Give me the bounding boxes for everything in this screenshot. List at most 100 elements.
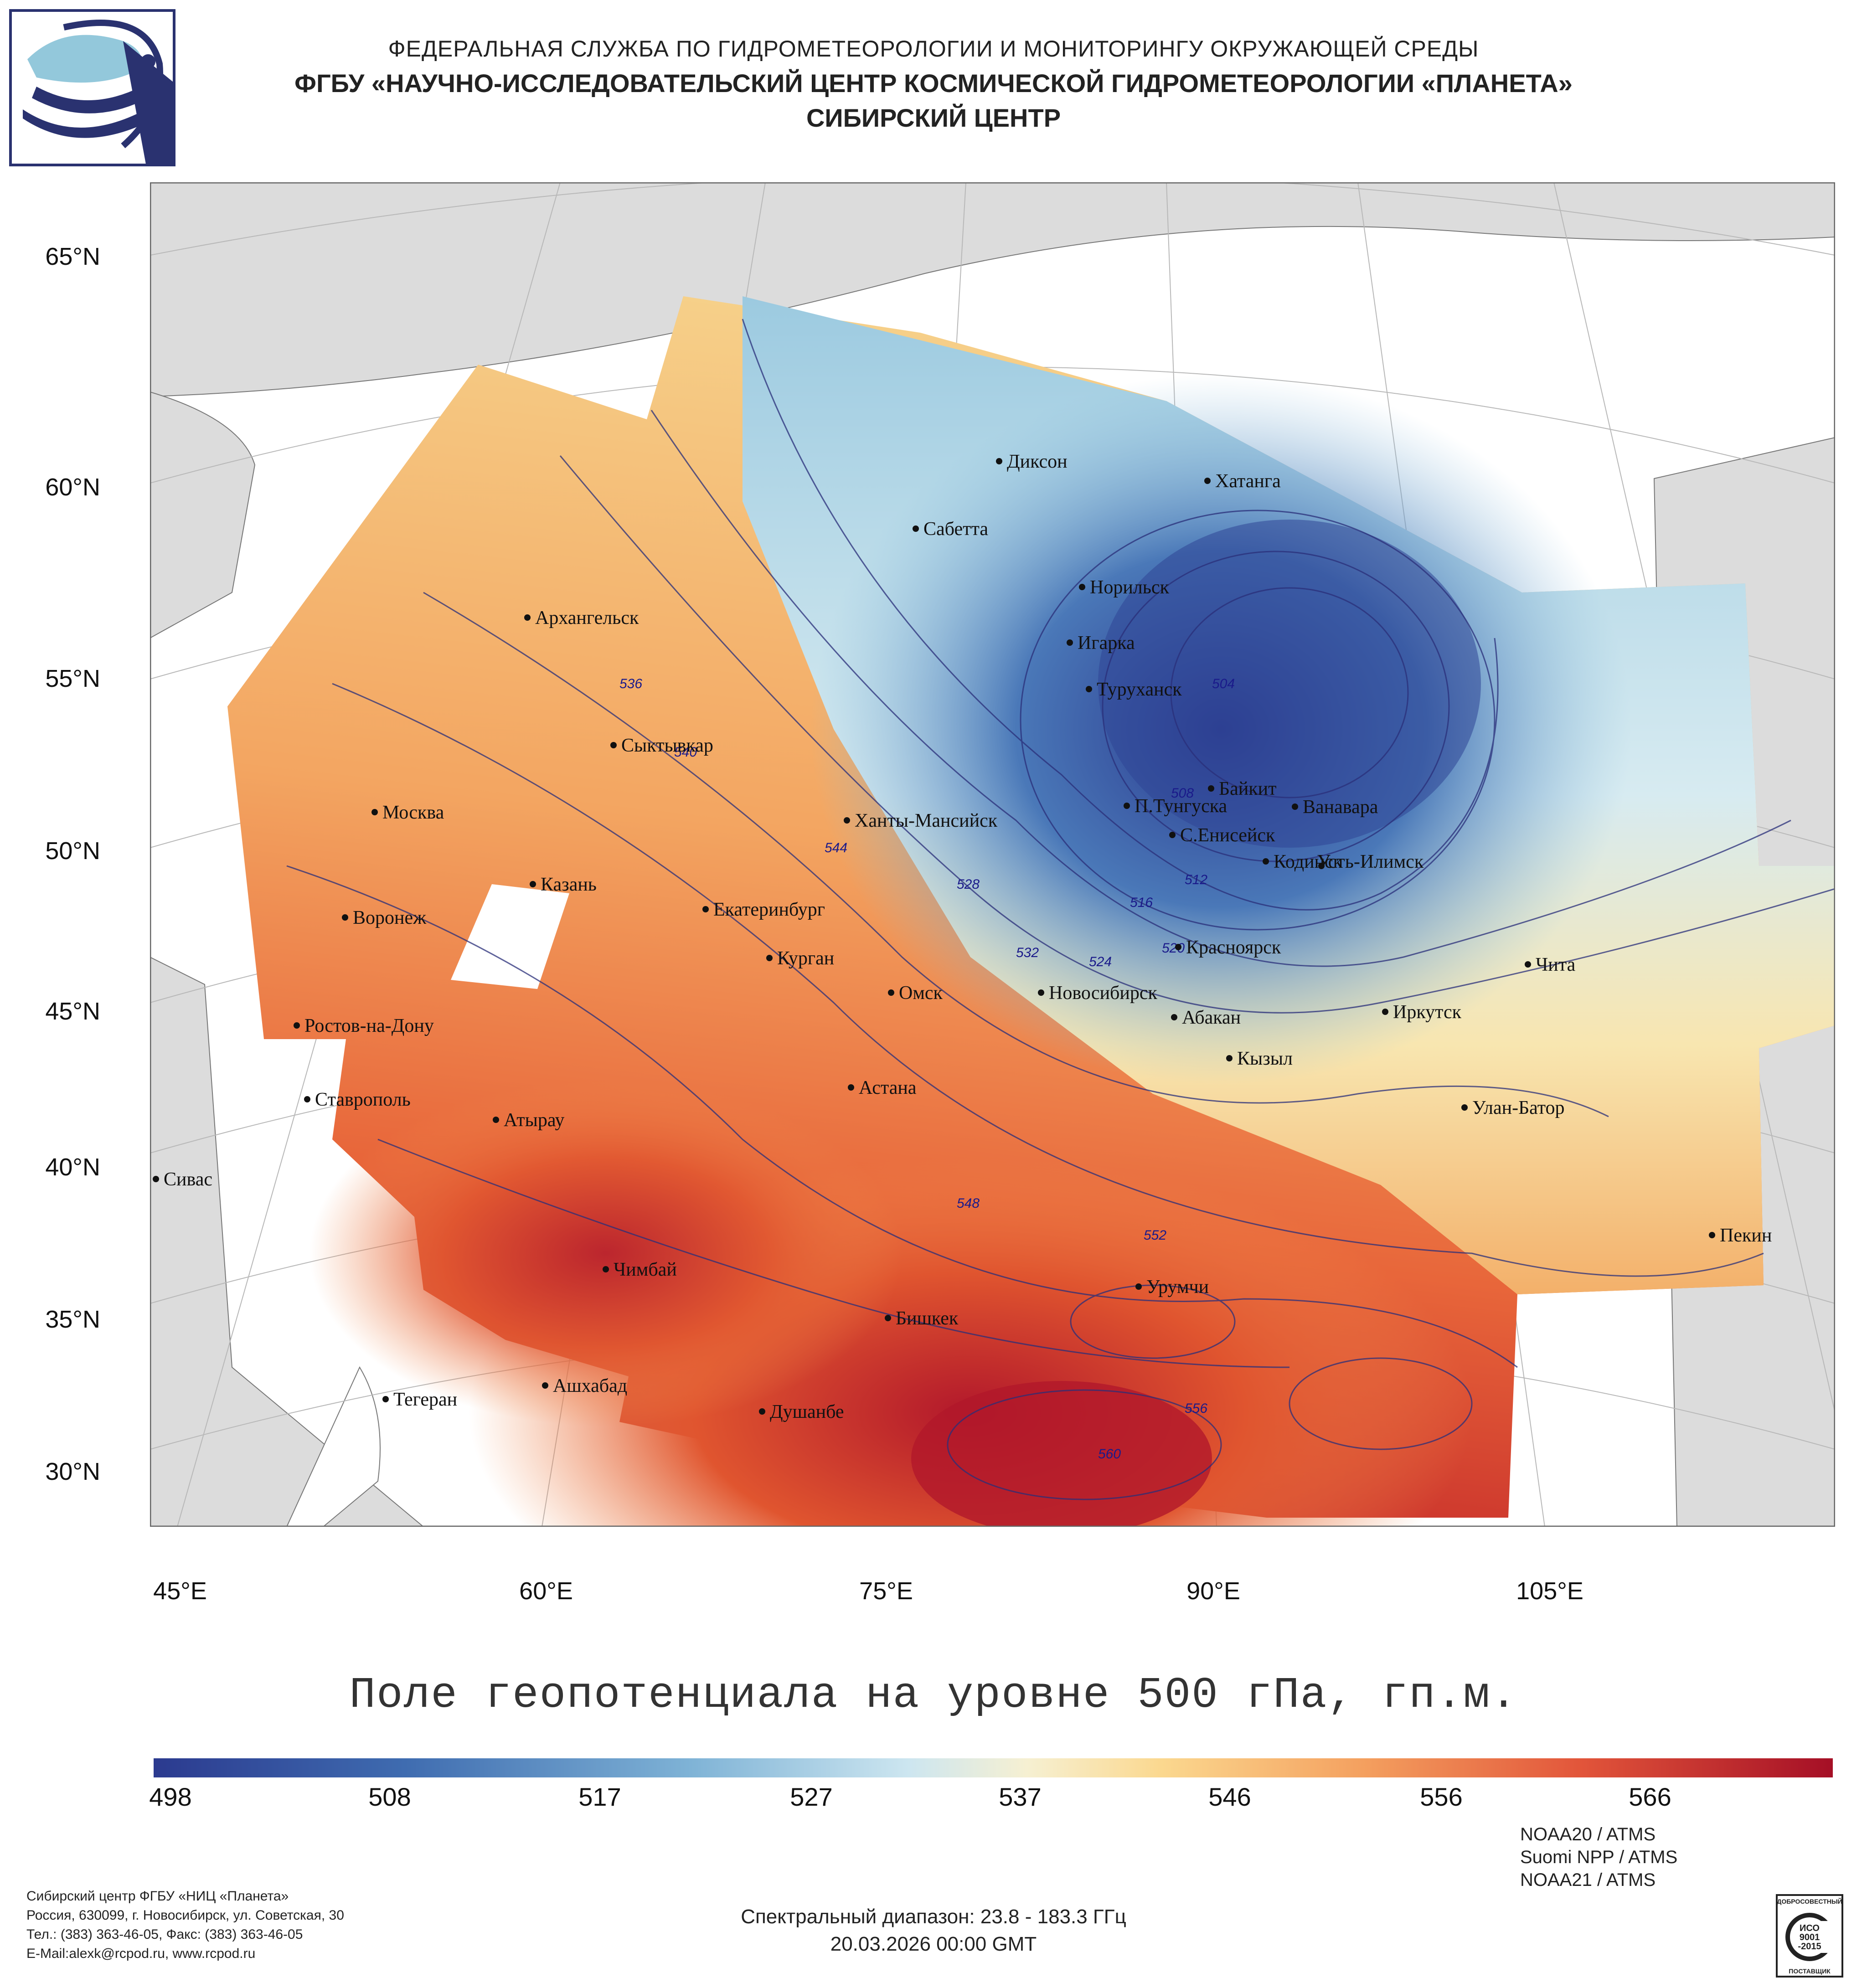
colorbar-tick: 566	[1629, 1782, 1671, 1811]
city-label: Улан-Батор	[1472, 1097, 1565, 1118]
footer-org-line: Россия, 630099, г. Новосибирск, ул. Сове…	[26, 1908, 344, 1923]
datetime: 20.03.2026 00:00 GMT	[830, 1933, 1037, 1955]
city-label: Байкит	[1219, 778, 1276, 799]
city-label: Диксон	[1007, 451, 1068, 472]
city-label: Омск	[899, 983, 943, 1004]
city-label: Абакан	[1182, 1007, 1241, 1028]
contour-label: 544	[825, 840, 847, 855]
lon-label: 75°E	[859, 1577, 913, 1605]
contour-label: 532	[1016, 945, 1039, 960]
colorbar-tick: 537	[999, 1782, 1042, 1811]
city-label: Кодинск	[1274, 851, 1343, 872]
iso-top: ДОБРОСОВЕСТНЫЙ	[1777, 1897, 1842, 1905]
contour-label: 528	[957, 877, 980, 892]
footer-satellites: NOAA20 / ATMS Suomi NPP / ATMS NOAA21 / …	[1520, 1823, 1677, 1891]
lat-label: 60°N	[45, 474, 100, 501]
contour-label: 552	[1144, 1228, 1166, 1243]
city-label: Кызыл	[1237, 1048, 1293, 1069]
satellite-label: Suomi NPP / ATMS	[1520, 1847, 1678, 1867]
colorbar	[154, 1758, 1833, 1777]
city-label: Сивас	[164, 1169, 212, 1190]
colorbar-tick: 498	[149, 1782, 192, 1811]
contour-label: 524	[1089, 954, 1112, 969]
city-label: Воронеж	[353, 907, 427, 928]
satellite-label: NOAA21 / ATMS	[1520, 1870, 1656, 1890]
city-label: С.Енисейск	[1180, 825, 1275, 846]
city-label: Ростов-на-Дону	[304, 1015, 434, 1036]
lat-label: 35°N	[45, 1306, 100, 1333]
footer-org-line: Сибирский центр ФГБУ «НИЦ «Планета»	[26, 1889, 289, 1904]
colorbar-tick: 556	[1420, 1782, 1463, 1811]
colorbar-tick: 508	[368, 1782, 411, 1811]
city-label: П.Тунгуска	[1135, 796, 1227, 817]
iso-badge: ДОБРОСОВЕСТНЫЙ ИСО 9001 -2015 ПОСТАВЩИК	[1776, 1894, 1843, 1978]
city-label: Красноярск	[1186, 937, 1281, 958]
iso-l3: -2015	[1798, 1942, 1821, 1952]
city-label: Игарка	[1078, 633, 1135, 654]
city-label: Астана	[859, 1077, 917, 1098]
city-label: Тегеран	[393, 1389, 457, 1410]
lat-label: 45°N	[45, 998, 100, 1025]
lon-label: 60°E	[519, 1577, 573, 1605]
lat-label: 65°N	[45, 243, 100, 270]
city-label: Душанбе	[770, 1401, 844, 1422]
city-label: Пекин	[1720, 1225, 1772, 1246]
footer-org: Сибирский центр ФГБУ «НИЦ «Планета» Росс…	[26, 1887, 344, 1963]
header-center: СИБИРСКИЙ ЦЕНТР	[806, 103, 1061, 132]
city-label: Ставрополь	[315, 1089, 411, 1110]
lat-label: 55°N	[45, 665, 100, 692]
city-label: Казань	[541, 874, 597, 895]
header-agency: ФЕДЕРАЛЬНАЯ СЛУЖБА ПО ГИДРОМЕТЕОРОЛОГИИ …	[388, 36, 1479, 62]
city-label: Ханты-Мансийск	[855, 810, 998, 831]
contour-label: 560	[1098, 1447, 1121, 1462]
city-label: Ванавара	[1303, 797, 1378, 818]
city-label: Усть-Илимск	[1317, 851, 1424, 872]
city-label: Бишкек	[896, 1308, 959, 1329]
city-label: Иркутск	[1393, 1002, 1462, 1023]
city-label: Туруханск	[1097, 679, 1182, 700]
contour-label: 556	[1185, 1401, 1207, 1416]
iso-bottom: ПОСТАВЩИК	[1789, 1967, 1831, 1975]
satellite-label: NOAA20 / ATMS	[1520, 1824, 1656, 1844]
contour-label: 520	[1162, 941, 1185, 956]
city-label: Урумчи	[1146, 1277, 1209, 1298]
contour-label: 508	[1171, 786, 1194, 801]
city-label: Хатанга	[1215, 471, 1281, 492]
header-institute: ФГБУ «НАУЧНО-ИССЛЕДОВАТЕЛЬСКИЙ ЦЕНТР КОС…	[294, 69, 1573, 98]
city-label: Курган	[777, 948, 834, 969]
contour-label: 536	[619, 676, 642, 691]
lat-label: 50°N	[45, 837, 100, 865]
city-label: Екатеринбург	[713, 899, 825, 920]
city-label: Сабетта	[923, 519, 988, 540]
colorbar-tick: 517	[578, 1782, 621, 1811]
lon-label: 45°E	[153, 1577, 207, 1605]
footer-center: Спектральный диапазон: 23.8 - 183.3 ГГц …	[0, 1903, 1867, 1958]
lon-label: 105°E	[1516, 1577, 1583, 1605]
iso-l2: 9001	[1800, 1932, 1820, 1942]
city-label: Ашхабад	[553, 1375, 627, 1396]
contour-label: 548	[957, 1196, 980, 1211]
city-label: Чимбай	[614, 1259, 677, 1280]
spectral-range: Спектральный диапазон: 23.8 - 183.3 ГГц	[741, 1906, 1126, 1928]
planeta-logo	[9, 9, 175, 166]
city-label: Новосибирск	[1049, 983, 1158, 1004]
contour-label: 540	[674, 745, 697, 760]
lat-label: 40°N	[45, 1154, 100, 1181]
geopotential-map: 504 508 512 516 520 524 528 532 536 540 …	[150, 182, 1835, 1527]
footer-org-line: E-Mail:alexk@rcpod.ru, www.rcpod.ru	[26, 1946, 256, 1961]
contour-label: 512	[1185, 872, 1207, 887]
map-title: Поле геопотенциала на уровне 500 гПа, гп…	[349, 1670, 1518, 1720]
contour-label: 516	[1130, 895, 1153, 910]
city-label: Атырау	[504, 1110, 564, 1131]
city-label: Москва	[382, 802, 444, 823]
lat-label: 30°N	[45, 1458, 100, 1485]
city-label: Норильск	[1090, 577, 1170, 598]
colorbar-tick: 546	[1208, 1782, 1251, 1811]
colorbar-tick: 527	[790, 1782, 833, 1811]
city-label: Сыктывкар	[621, 735, 713, 756]
contour-label: 504	[1212, 676, 1235, 691]
lon-label: 90°E	[1186, 1577, 1240, 1605]
city-label: Архангельск	[535, 608, 639, 628]
city-label: Чита	[1536, 954, 1576, 975]
